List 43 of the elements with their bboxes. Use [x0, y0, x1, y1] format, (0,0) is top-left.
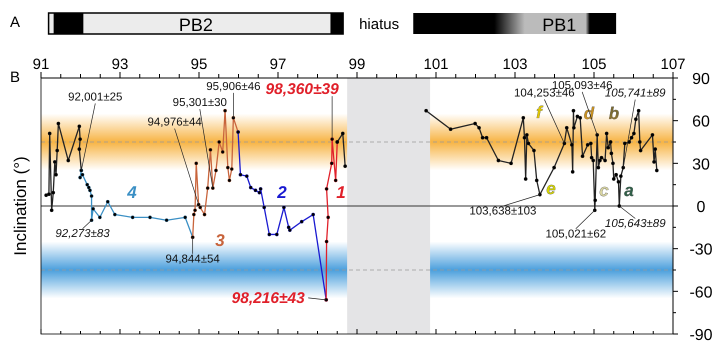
x-tick-label: 93 — [112, 56, 128, 73]
annotation: 105,021±62 — [545, 228, 606, 240]
annotation: 92,001±25 — [68, 91, 122, 104]
y-tick-label: -60 — [689, 284, 713, 302]
annotation: f — [536, 103, 544, 122]
x-tick-label: 101 — [423, 56, 449, 73]
x-tick-label: 97 — [270, 56, 286, 73]
x-tick-label: 95 — [190, 56, 208, 73]
annotation: c — [599, 181, 610, 200]
y-tick-label: -30 — [689, 242, 713, 259]
y-tick-label: 90 — [692, 71, 710, 88]
text: PB1 — [542, 15, 576, 35]
annotation: e — [546, 179, 556, 198]
text: B — [10, 69, 20, 86]
annotation: b — [608, 104, 620, 123]
series-label: 2 — [276, 183, 288, 202]
x-tick-label: 103 — [502, 56, 528, 73]
text: hiatus — [359, 16, 400, 33]
x-tick-label: 105 — [581, 56, 607, 73]
annotation: 94,976±44 — [147, 116, 202, 129]
annotation: 95,906±46 — [206, 80, 261, 93]
text: A — [10, 14, 20, 31]
annotation: a — [624, 181, 634, 200]
y-axis-title: Inclination (°) — [11, 156, 30, 256]
text: PB2 — [178, 15, 213, 35]
annotation: 105,741±89 — [604, 88, 666, 100]
y-tick-label: 30 — [692, 156, 710, 174]
series-label: 4 — [126, 183, 138, 202]
annotation: 95,301±30 — [172, 97, 227, 110]
annotation: 92,273±83 — [55, 228, 110, 240]
annotation: 98,360±39 — [266, 81, 340, 98]
x-tick-label: 107 — [660, 56, 686, 73]
y-tick-label: 0 — [696, 199, 706, 216]
annotation: 105,643±89 — [604, 218, 666, 230]
x-tick-label: 99 — [348, 56, 366, 73]
y-tick-label: 60 — [692, 114, 710, 131]
annotation: 103,638±103 — [469, 206, 536, 218]
x-tick-label: 91 — [32, 56, 50, 73]
annotation: 98,216±43 — [232, 290, 306, 307]
series-label: 3 — [215, 231, 226, 250]
annotation: 94,844±54 — [166, 253, 220, 266]
y-tick-label: -90 — [689, 327, 713, 344]
series-label: 1 — [336, 183, 346, 202]
